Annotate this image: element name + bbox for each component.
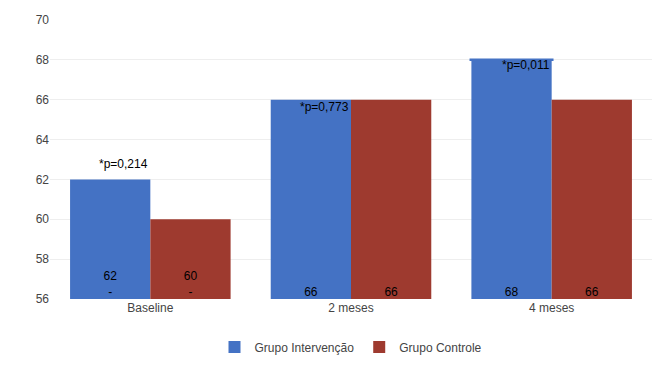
svg-text:62: 62	[36, 173, 50, 187]
svg-text:4 meses: 4 meses	[529, 301, 574, 315]
svg-text:*p=0,011: *p=0,011	[502, 58, 550, 72]
svg-text:*p=0,773: *p=0,773	[300, 100, 349, 114]
svg-text:56: 56	[36, 292, 50, 306]
svg-text:Grupo Intervenção: Grupo Intervenção	[255, 341, 355, 355]
svg-text:66: 66	[585, 285, 599, 299]
svg-text:*p=0,214: *p=0,214	[99, 157, 148, 171]
svg-text:68: 68	[36, 53, 50, 67]
svg-text:66: 66	[384, 285, 398, 299]
svg-text:62-: 62-	[104, 269, 118, 299]
svg-text:70: 70	[36, 13, 50, 27]
svg-text:68: 68	[505, 285, 519, 299]
svg-text:66: 66	[304, 285, 318, 299]
svg-text:64: 64	[36, 133, 50, 147]
svg-text:60-: 60-	[184, 269, 198, 299]
svg-text:2 meses: 2 meses	[328, 301, 373, 315]
svg-text:Grupo Controle: Grupo Controle	[399, 341, 481, 355]
svg-text:60: 60	[36, 212, 50, 226]
svg-text:66: 66	[36, 93, 50, 107]
svg-text:Baseline: Baseline	[127, 301, 173, 315]
svg-text:58: 58	[36, 252, 50, 266]
